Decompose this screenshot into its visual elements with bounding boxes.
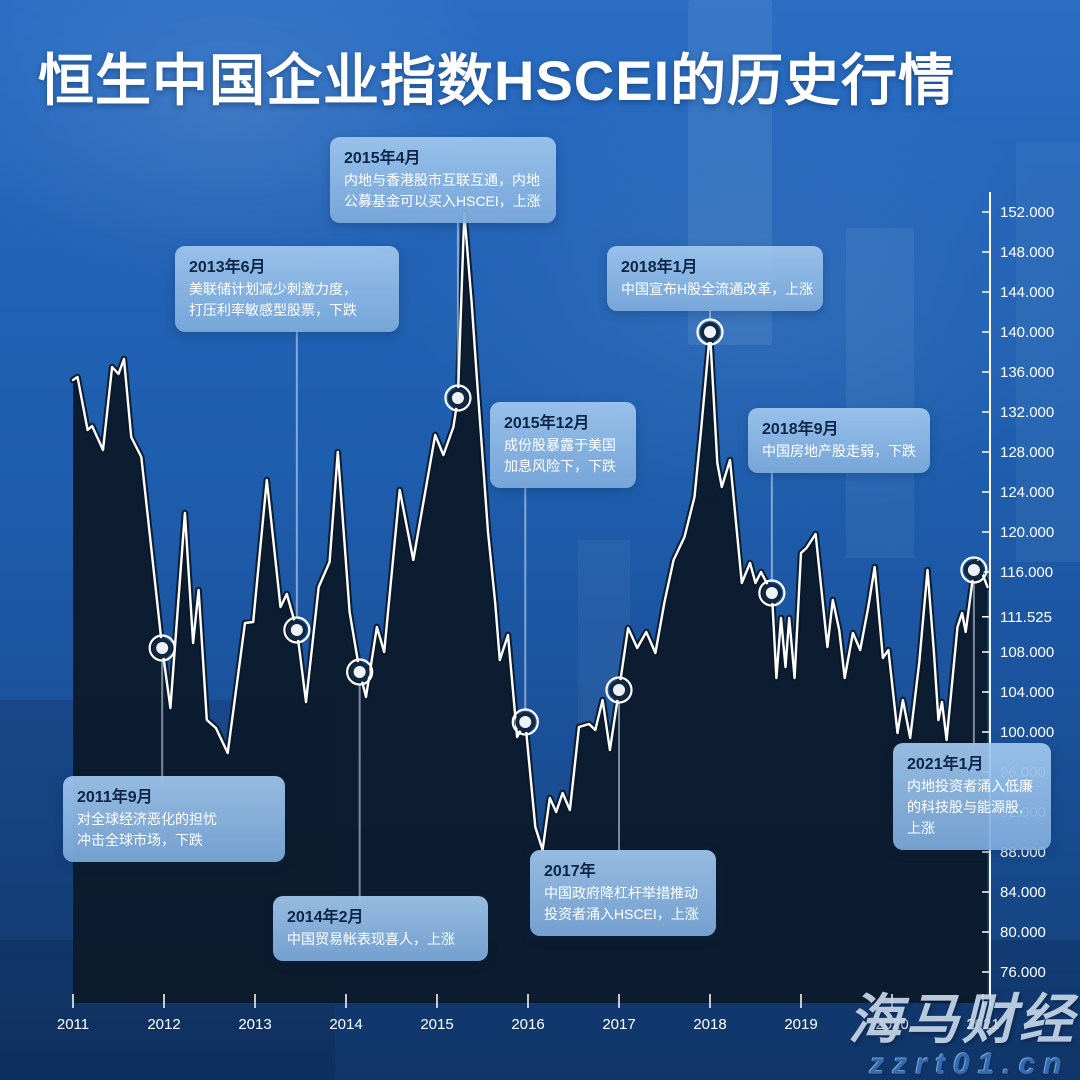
callout-text: 的科技股与能源股, bbox=[907, 799, 1023, 816]
callout-text: 对全球经济恶化的担忧 bbox=[77, 811, 217, 828]
callout-title: 2018年1月 bbox=[621, 259, 698, 276]
y-axis-tick-label: 124.000 bbox=[1000, 484, 1054, 501]
event-marker-2017 bbox=[609, 680, 629, 700]
callout-text: 公募基金可以买入HSCEI，上涨 bbox=[344, 193, 541, 210]
x-axis-tick-label: 2011 bbox=[57, 1016, 89, 1033]
callout-2018-01: 2018年1月 中国宣布H股全流通改革，上涨 bbox=[607, 246, 823, 312]
callout-text: 加息风险下，下跌 bbox=[504, 458, 616, 475]
callout-2017: 2017年 中国政府降杠杆举措推动 投资者涌入HSCEI，上涨 bbox=[530, 850, 716, 937]
y-axis-tick-label: 120.000 bbox=[1000, 524, 1054, 541]
callout-text: 中国房地产股走弱，下跌 bbox=[762, 443, 916, 460]
callout-2014-02: 2014年2月 中国贸易帐表现喜人，上涨 bbox=[273, 896, 488, 962]
y-axis-tick-label: 108.000 bbox=[1000, 644, 1054, 661]
event-marker-outer-2018-01 bbox=[696, 318, 724, 346]
event-marker-2021-01 bbox=[963, 560, 984, 580]
y-axis-tick-label: 80.000 bbox=[1000, 924, 1046, 941]
event-marker-2015-04 bbox=[447, 388, 468, 408]
x-axis-tick-label: 2013 bbox=[238, 1016, 271, 1033]
callout-title: 2017年 bbox=[544, 863, 596, 880]
y-axis-tick-label: 100.000 bbox=[1000, 724, 1054, 741]
y-axis-tick-label: 152.000 bbox=[1000, 204, 1054, 221]
y-axis-tick-label: 84.000 bbox=[1000, 884, 1046, 901]
x-axis-tick-label: 2017 bbox=[602, 1016, 635, 1033]
x-axis-tick-label: 2014 bbox=[329, 1016, 362, 1033]
page-title: 恒生中国企业指数HSCEI的历史行情 bbox=[38, 49, 956, 112]
event-marker-outer-2021-01 bbox=[960, 556, 988, 584]
y-axis-tick-label: 148.000 bbox=[1000, 244, 1054, 261]
callout-title: 2015年12月 bbox=[504, 415, 590, 432]
event-marker-outer-2015-04 bbox=[444, 384, 472, 412]
callout-text: 中国宣布H股全流通改革，上涨 bbox=[621, 281, 814, 298]
callout-text: 中国政府降杠杆举措推动 bbox=[544, 885, 698, 902]
callout-text: 美联储计划减少刺激力度， bbox=[189, 281, 357, 298]
event-marker-2018-09 bbox=[761, 583, 782, 603]
event-marker-outer-2018-09 bbox=[758, 579, 786, 607]
y-axis-tick-label: 128.000 bbox=[1000, 444, 1054, 461]
event-marker-outer-2011-09 bbox=[148, 634, 176, 662]
callout-2015-04: 2015年4月 内地与香港股市互联互通，内地 公募基金可以买入HSCEI，上涨 bbox=[330, 137, 556, 224]
callout-2015-12: 2015年12月 成份股暴露于美国 加息风险下，下跌 bbox=[490, 402, 636, 489]
watermark-brand: 海马财经 bbox=[848, 990, 1076, 1050]
x-axis-tick-label: 2016 bbox=[511, 1016, 544, 1033]
x-axis-tick-label: 2019 bbox=[784, 1016, 817, 1033]
event-marker-outer-2015-12 bbox=[511, 708, 539, 736]
callout-title: 2014年2月 bbox=[287, 909, 364, 926]
hscei-area-fill bbox=[73, 213, 988, 1003]
callout-2013-06: 2013年6月 美联储计划减少刺激力度， 打压利率敏感型股票，下跌 bbox=[175, 246, 399, 333]
callout-title: 2013年6月 bbox=[189, 259, 266, 276]
callout-text: 内地投资者涌入低廉 bbox=[907, 778, 1033, 795]
callout-text: 冲击全球市场，下跌 bbox=[77, 832, 203, 849]
x-axis-tick-label: 2012 bbox=[147, 1016, 180, 1033]
callout-text: 中国贸易帐表现喜人，上涨 bbox=[287, 931, 455, 948]
event-marker-2018-01 bbox=[700, 322, 720, 342]
event-marker-2015-12 bbox=[515, 712, 536, 732]
y-axis-tick-label: 136.000 bbox=[1000, 364, 1054, 381]
y-axis-tick-label: 104.000 bbox=[1000, 684, 1054, 701]
watermark-url: zzrt01.cn bbox=[869, 1048, 1070, 1080]
x-axis-tick-label: 2015 bbox=[420, 1016, 453, 1033]
y-axis-tick-label: 111.525 bbox=[1000, 609, 1052, 626]
x-axis-tick-label: 2020 bbox=[875, 1016, 908, 1033]
callout-title: 2011年9月 bbox=[77, 789, 153, 806]
callout-text: 内地与香港股市互联互通，内地 bbox=[344, 172, 540, 189]
callout-2018-09: 2018年9月 中国房地产股走弱，下跌 bbox=[748, 408, 930, 474]
y-axis-tick-label: 144.000 bbox=[1000, 284, 1054, 301]
y-axis-tick-label: 116.000 bbox=[1000, 564, 1053, 581]
callout-text: 打压利率敏感型股票，下跌 bbox=[189, 302, 357, 319]
callout-title: 2021年1月 bbox=[907, 756, 984, 773]
y-axis-tick-label: 76.000 bbox=[1000, 964, 1046, 981]
y-axis-tick-label: 132.000 bbox=[1000, 404, 1054, 421]
hscei-line bbox=[71, 211, 989, 852]
callout-text: 投资者涌入HSCEI，上涨 bbox=[544, 906, 699, 923]
callout-2021-01: 2021年1月 内地投资者涌入低廉 的科技股与能源股, 上涨 bbox=[893, 743, 1051, 851]
event-marker-2014-02 bbox=[349, 662, 370, 682]
y-axis-tick-label: 140.000 bbox=[1000, 324, 1054, 341]
callout-text: 上涨 bbox=[907, 820, 935, 837]
event-marker-2013-06 bbox=[286, 620, 307, 640]
event-marker-outer-2017 bbox=[605, 676, 633, 704]
event-marker-outer-2014-02 bbox=[346, 658, 374, 686]
event-marker-outer-2013-06 bbox=[283, 616, 311, 644]
callout-text: 成份股暴露于美国 bbox=[504, 437, 616, 454]
event-marker-2011-09 bbox=[152, 638, 173, 658]
callout-title: 2015年4月 bbox=[344, 150, 421, 167]
callout-2011-09: 2011年9月 对全球经济恶化的担忧 冲击全球市场，下跌 bbox=[63, 776, 285, 863]
x-axis-tick-label: 2021 bbox=[966, 1016, 999, 1033]
callout-title: 2018年9月 bbox=[762, 421, 839, 438]
x-axis-tick-label: 2018 bbox=[693, 1016, 726, 1033]
